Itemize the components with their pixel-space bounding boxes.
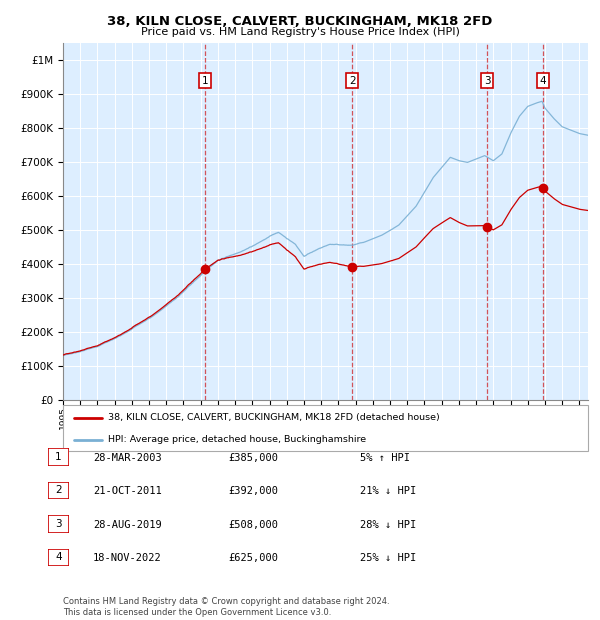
Text: 21% ↓ HPI: 21% ↓ HPI <box>360 486 416 496</box>
Text: 5% ↑ HPI: 5% ↑ HPI <box>360 453 410 463</box>
FancyBboxPatch shape <box>48 515 69 533</box>
FancyBboxPatch shape <box>48 448 69 466</box>
Text: 25% ↓ HPI: 25% ↓ HPI <box>360 553 416 563</box>
Text: Contains HM Land Registry data © Crown copyright and database right 2024.
This d: Contains HM Land Registry data © Crown c… <box>63 598 389 617</box>
Text: HPI: Average price, detached house, Buckinghamshire: HPI: Average price, detached house, Buck… <box>107 435 366 445</box>
Text: 38, KILN CLOSE, CALVERT, BUCKINGHAM, MK18 2FD: 38, KILN CLOSE, CALVERT, BUCKINGHAM, MK1… <box>107 15 493 28</box>
Text: 28-MAR-2003: 28-MAR-2003 <box>93 453 162 463</box>
Text: 18-NOV-2022: 18-NOV-2022 <box>93 553 162 563</box>
Text: 21-OCT-2011: 21-OCT-2011 <box>93 486 162 496</box>
Text: £625,000: £625,000 <box>228 553 278 563</box>
Text: 1: 1 <box>202 76 208 86</box>
Text: 3: 3 <box>484 76 491 86</box>
Text: 4: 4 <box>539 76 546 86</box>
Text: 4: 4 <box>55 552 62 562</box>
FancyBboxPatch shape <box>48 482 69 499</box>
Text: £508,000: £508,000 <box>228 520 278 529</box>
Text: 2: 2 <box>55 485 62 495</box>
Text: £385,000: £385,000 <box>228 453 278 463</box>
Text: 28% ↓ HPI: 28% ↓ HPI <box>360 520 416 529</box>
Text: 1: 1 <box>55 452 62 462</box>
Text: 2: 2 <box>349 76 356 86</box>
Text: 38, KILN CLOSE, CALVERT, BUCKINGHAM, MK18 2FD (detached house): 38, KILN CLOSE, CALVERT, BUCKINGHAM, MK1… <box>107 414 439 422</box>
Text: Price paid vs. HM Land Registry's House Price Index (HPI): Price paid vs. HM Land Registry's House … <box>140 27 460 37</box>
Text: £392,000: £392,000 <box>228 486 278 496</box>
Text: 28-AUG-2019: 28-AUG-2019 <box>93 520 162 529</box>
FancyBboxPatch shape <box>48 549 69 566</box>
Text: 3: 3 <box>55 519 62 529</box>
FancyBboxPatch shape <box>63 405 588 451</box>
